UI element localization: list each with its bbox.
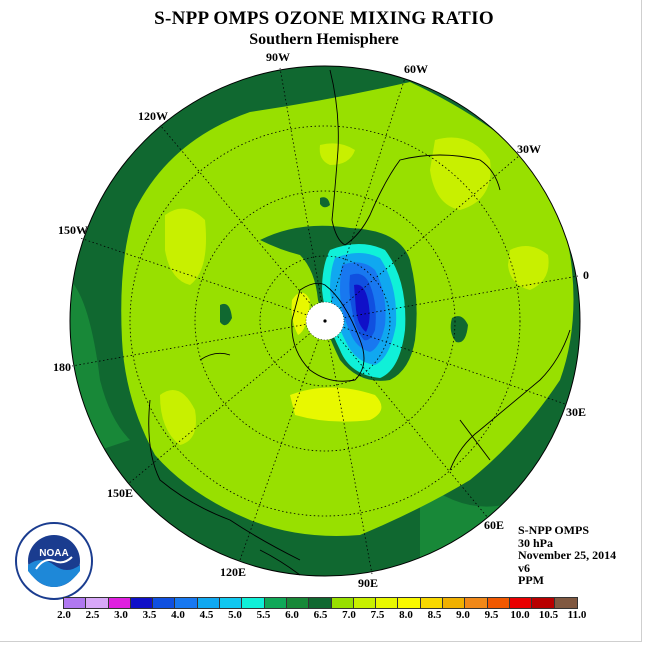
latitude-circles — [129, 125, 521, 517]
coastlines — [148, 69, 571, 576]
lon-label-150w: 150W — [58, 223, 88, 237]
noaa-logo: NOAA — [15, 522, 93, 600]
info-instrument: S-NPP OMPS — [518, 523, 589, 537]
colorbar-tick-label: 9.0 — [456, 609, 470, 621]
colorbar-tick-label: 10.0 — [510, 609, 530, 621]
colorbar-swatch — [175, 598, 198, 608]
colorbar-tick-label: 11.0 — [567, 609, 587, 621]
colorbar-swatch — [286, 598, 310, 608]
lon-label-60e: 60E — [484, 518, 505, 532]
colorbar-swatch — [376, 598, 399, 608]
colorbar-swatch — [554, 598, 577, 608]
ozone-region-8.0 — [430, 137, 491, 210]
colorbar-tick-label: 7.5 — [370, 609, 385, 621]
colorbar-tick-label: 2.5 — [85, 609, 100, 621]
lon-label-30e: 30E — [566, 405, 587, 419]
lon-label-120e: 120E — [220, 565, 247, 579]
info-date: November 25, 2014 — [518, 548, 617, 562]
colorbar-tick-label: 8.0 — [399, 609, 413, 621]
colorbar-swatch — [130, 598, 154, 608]
colorbar-swatch — [86, 598, 109, 608]
colorbar-swatch — [331, 598, 354, 608]
colorbar-swatch — [509, 598, 533, 608]
colorbar-tick-label: 3.5 — [142, 609, 157, 621]
colorbar-tick-label: 5.0 — [228, 609, 242, 621]
lon-label-60w: 60W — [404, 62, 428, 76]
colorbar-swatch — [264, 598, 287, 608]
map-boundary — [69, 65, 581, 577]
lon-label-90e: 90E — [358, 576, 379, 590]
map-subtitle: Southern Hemisphere — [249, 31, 399, 48]
info-units: PPM — [518, 573, 544, 587]
colorbar-swatch — [532, 598, 555, 608]
lon-label-180: 180 — [53, 360, 71, 374]
colorbar-tick-label: 9.5 — [484, 609, 499, 621]
colorbar-tick-label: 6.0 — [285, 609, 299, 621]
lon-label-90w: 90W — [266, 50, 290, 64]
colorbar-tick-label: 3.0 — [114, 609, 128, 621]
colorbar-swatch — [398, 598, 421, 608]
lon-label-150e: 150E — [107, 486, 134, 500]
info-level: 30 hPa — [518, 535, 554, 550]
ozone-region-3.5 — [354, 284, 370, 332]
colorbar-swatch — [242, 598, 265, 608]
colorbar-swatch — [108, 598, 131, 608]
colorbar-swatch — [443, 598, 466, 608]
colorbar-tick-label: 7.0 — [342, 609, 356, 621]
lon-label-120w: 120W — [138, 109, 168, 123]
colorbar-tick-label: 2.0 — [57, 609, 71, 621]
colorbar-swatch — [153, 598, 176, 608]
colorbar-swatch — [420, 598, 444, 608]
lon-label-30w: 30W — [517, 142, 541, 156]
noaa-logo-text: NOAA — [39, 548, 68, 559]
colorbar-swatch — [220, 598, 243, 608]
colorbar-swatch — [487, 598, 510, 608]
colorbar-tick-label: 6.5 — [313, 609, 328, 621]
colorbar-swatch — [465, 598, 488, 608]
info-version: v6 — [518, 560, 530, 575]
lon-label-0: 0 — [583, 268, 589, 282]
colorbar-tick-label: 4.5 — [199, 609, 214, 621]
meridians — [71, 67, 579, 575]
info-block: S-NPP OMPS 30 hPa November 25, 2014 v6 P… — [518, 524, 616, 587]
colorbar-swatch — [353, 598, 377, 608]
colorbar-tick-label: 4.0 — [171, 609, 185, 621]
colorbar-swatch — [64, 598, 87, 608]
colorbar-tick-label: 10.5 — [538, 609, 559, 621]
colorbar-swatch — [197, 598, 221, 608]
colorbar-tick-label: 8.5 — [427, 609, 442, 621]
colorbar-swatch — [309, 598, 332, 608]
map-title: S-NPP OMPS OZONE MIXING RATIO — [154, 8, 494, 29]
colorbar — [63, 597, 578, 609]
colorbar-tick-label: 5.5 — [256, 609, 271, 621]
